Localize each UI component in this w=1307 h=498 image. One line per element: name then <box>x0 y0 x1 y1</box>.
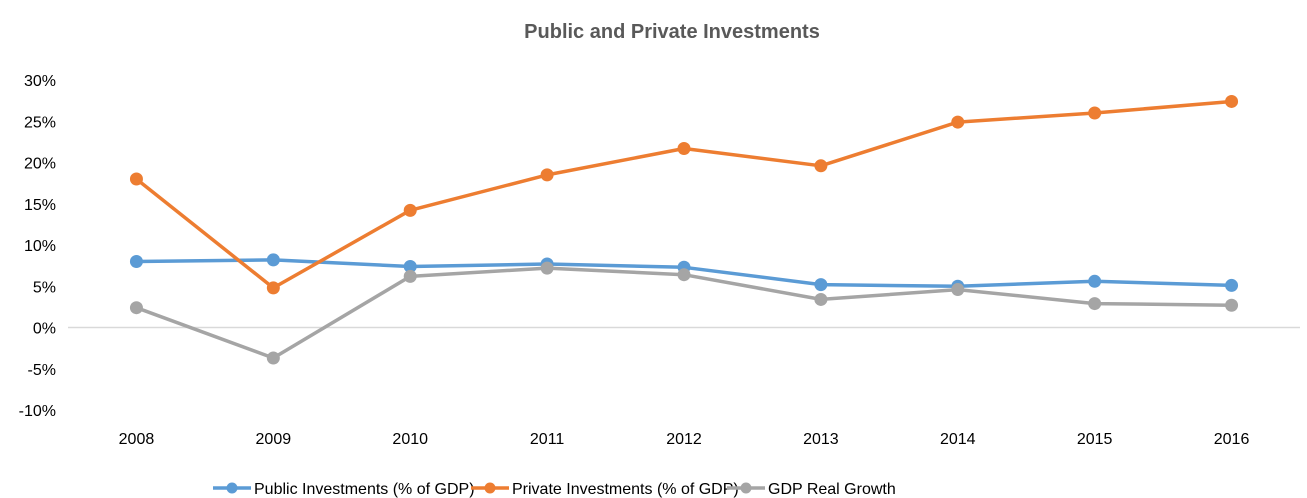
y-axis-tick-labels: 30% 25% 20% 15% 10% 5% 0% -5% -10% <box>19 73 56 420</box>
legend-item: Private Investments (% of GDP) <box>471 481 739 498</box>
series-markers <box>129 94 1239 365</box>
x-tick-label: 2008 <box>119 431 155 448</box>
data-point <box>951 115 965 129</box>
data-point <box>403 259 417 273</box>
data-point <box>1225 298 1239 312</box>
data-point <box>677 268 691 282</box>
y-tick-label: -5% <box>28 362 56 379</box>
y-tick-label: 15% <box>24 197 56 214</box>
x-tick-label: 2013 <box>803 431 839 448</box>
y-tick-label: 5% <box>33 279 56 296</box>
x-tick-label: 2010 <box>392 431 428 448</box>
legend-marker <box>740 482 752 494</box>
data-point <box>540 168 554 182</box>
x-tick-label: 2011 <box>530 431 565 448</box>
legend-item: Public Investments (% of GDP) <box>213 481 475 498</box>
data-point <box>266 351 280 365</box>
series-lines <box>135 99 1232 360</box>
data-point <box>1088 297 1102 311</box>
data-point <box>266 253 280 267</box>
data-point <box>266 281 280 295</box>
y-tick-label: 30% <box>24 73 56 90</box>
y-tick-label: 0% <box>33 321 56 338</box>
x-tick-label: 2014 <box>940 431 976 448</box>
legend: Public Investments (% of GDP) Private Inv… <box>213 481 896 498</box>
chart-title: Public and Private Investments <box>524 21 820 43</box>
x-tick-label: 2015 <box>1077 431 1113 448</box>
data-point <box>1225 278 1239 292</box>
legend-label: Private Investments (% of GDP) <box>512 481 739 498</box>
y-tick-label: -10% <box>19 403 56 420</box>
data-point <box>129 255 143 268</box>
data-point <box>951 283 965 297</box>
data-point <box>403 269 417 283</box>
legend-label: Public Investments (% of GDP) <box>254 481 475 498</box>
legend-item: GDP Real Growth <box>727 481 896 498</box>
legend-label: GDP Real Growth <box>768 481 896 498</box>
data-point <box>677 141 691 155</box>
data-point <box>129 301 143 315</box>
data-point <box>814 292 828 306</box>
data-point <box>814 159 828 173</box>
y-tick-label: 20% <box>24 156 56 173</box>
legend-marker <box>484 482 496 494</box>
x-tick-label: 2016 <box>1214 431 1250 448</box>
data-point <box>814 278 828 292</box>
y-tick-label: 25% <box>24 114 56 131</box>
data-point <box>1225 94 1239 108</box>
data-point <box>540 261 554 275</box>
y-tick-label: 10% <box>24 238 56 255</box>
x-tick-label: 2012 <box>666 431 702 448</box>
legend-marker <box>226 482 238 494</box>
data-point <box>1088 274 1102 288</box>
x-tick-label: 2009 <box>256 431 292 448</box>
data-point <box>403 203 417 217</box>
x-axis-tick-labels: 2008 2009 2010 2011 2012 2013 2014 2015 2016 <box>119 431 1250 448</box>
data-point <box>129 172 143 186</box>
data-point <box>1088 106 1102 120</box>
